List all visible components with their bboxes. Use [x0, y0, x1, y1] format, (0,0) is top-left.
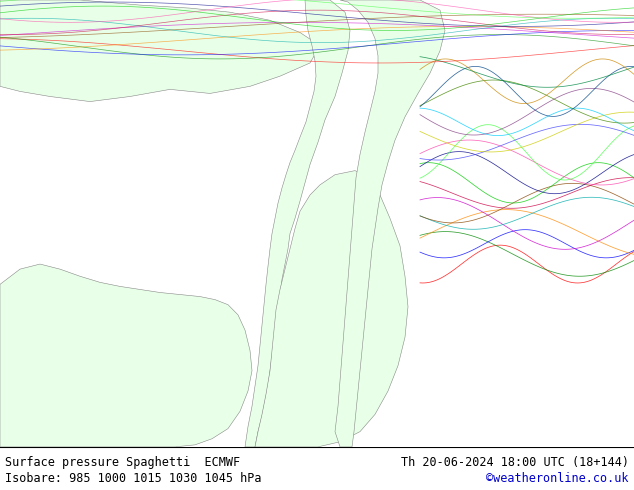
Text: Surface pressure Spaghetti  ECMWF: Surface pressure Spaghetti ECMWF	[5, 456, 240, 469]
Polygon shape	[0, 0, 320, 101]
Text: ©weatheronline.co.uk: ©weatheronline.co.uk	[486, 472, 629, 485]
Polygon shape	[245, 0, 350, 447]
Polygon shape	[255, 171, 408, 447]
Polygon shape	[0, 264, 252, 447]
Polygon shape	[335, 0, 445, 447]
Text: Th 20-06-2024 18:00 UTC (18+144): Th 20-06-2024 18:00 UTC (18+144)	[401, 456, 629, 469]
Text: Isobare: 985 1000 1015 1030 1045 hPa: Isobare: 985 1000 1015 1030 1045 hPa	[5, 472, 262, 485]
